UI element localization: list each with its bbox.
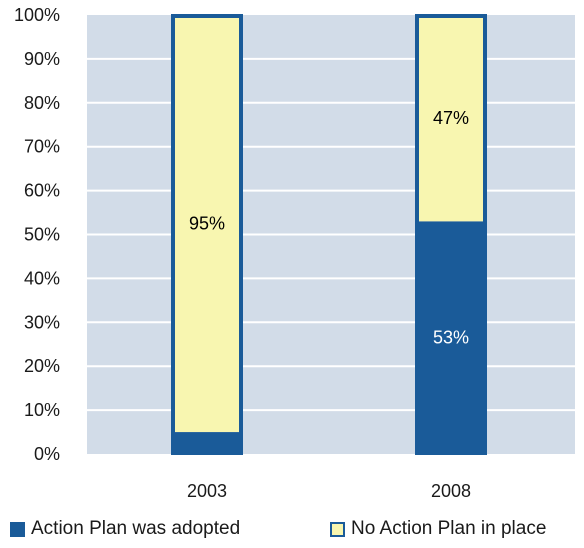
- legend-item-adopted: Action Plan was adopted: [10, 518, 240, 540]
- y-tick-label: 30%: [24, 312, 60, 332]
- legend-swatch-adopted: [10, 521, 25, 537]
- bar-segment: [171, 15, 243, 433]
- legend: Action Plan was adopted No Action Plan i…: [10, 518, 580, 544]
- bar-outline: [415, 14, 487, 455]
- bar-segment: [415, 221, 487, 454]
- y-tick-label: 50%: [24, 225, 60, 245]
- y-tick-label: 40%: [24, 268, 60, 288]
- x-category-label: 2003: [187, 481, 227, 501]
- legend-swatch-no-plan: [330, 521, 345, 537]
- y-tick-label: 90%: [24, 49, 60, 69]
- y-tick-label: 10%: [24, 400, 60, 420]
- bars: 5%95%53%47%: [171, 14, 487, 455]
- legend-label-adopted: Action Plan was adopted: [31, 518, 241, 539]
- data-label: 53%: [433, 328, 469, 348]
- y-axis-tick-labels: 0% 10% 20% 30% 40% 50% 60% 70% 80% 90% 100%: [14, 5, 60, 464]
- x-category-label: 2008: [431, 481, 471, 501]
- bar-outline: [171, 14, 243, 455]
- y-tick-label: 20%: [24, 356, 60, 376]
- y-tick-label: 80%: [24, 93, 60, 113]
- y-tick-label: 70%: [24, 137, 60, 157]
- y-tick-label: 0%: [34, 444, 60, 464]
- gridlines: [87, 57, 575, 412]
- x-axis-category-labels: 2003 2008: [187, 481, 471, 501]
- bar-segment: [415, 15, 487, 222]
- legend-label-no-plan: No Action Plan in place: [351, 518, 547, 539]
- stacked-bar-chart: 0%10%20%30%40%50%60%70%80%90%100% 5%95%5…: [14, 5, 575, 501]
- y-tick-label: 100%: [14, 5, 60, 25]
- legend-item-no-plan: No Action Plan in place: [330, 518, 546, 540]
- data-label: 47%: [433, 108, 469, 128]
- y-tick-label: 60%: [24, 181, 60, 201]
- bar-segment: [171, 432, 243, 454]
- data-label: 95%: [189, 214, 225, 234]
